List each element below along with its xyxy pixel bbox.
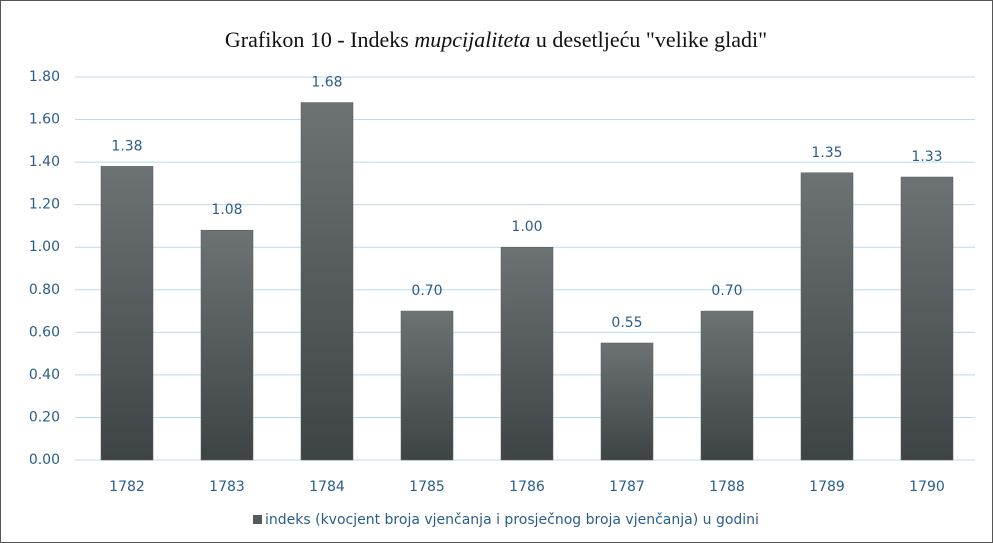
bar	[800, 172, 854, 461]
bar	[600, 342, 654, 461]
x-tick-label: 1787	[609, 479, 645, 495]
bar	[500, 246, 554, 461]
bar	[400, 310, 454, 461]
bar	[100, 166, 154, 461]
y-tick-label: 0.40	[29, 367, 60, 383]
legend-swatch	[253, 515, 262, 524]
data-label: 1.38	[111, 138, 142, 154]
data-label: 0.70	[411, 283, 442, 299]
y-tick-label: 1.00	[29, 239, 60, 255]
x-tick-label: 1789	[809, 479, 845, 495]
x-tick-label: 1788	[709, 479, 745, 495]
data-label: 1.35	[811, 145, 842, 161]
y-tick-label: 0.00	[29, 452, 60, 468]
x-tick-label: 1782	[109, 479, 145, 495]
chart-title: Grafikon 10 - Indeks mupcijaliteta u des…	[225, 27, 767, 52]
y-tick-label: 0.20	[29, 409, 60, 425]
y-tick-label: 1.60	[29, 112, 60, 128]
y-tick-label: 1.80	[29, 69, 60, 85]
data-label: 1.00	[511, 219, 542, 235]
bar	[200, 229, 254, 461]
bar	[900, 176, 954, 461]
bar	[700, 310, 754, 461]
title-part: mupcijaliteta	[414, 27, 530, 52]
x-tick-label: 1785	[409, 479, 445, 495]
data-label: 1.68	[311, 75, 342, 91]
x-tick-label: 1784	[309, 479, 345, 495]
data-label: 0.70	[711, 283, 742, 299]
x-tick-label: 1790	[909, 479, 945, 495]
y-tick-label: 1.40	[29, 154, 60, 170]
y-tick-label: 0.80	[29, 282, 60, 298]
data-label: 1.08	[211, 202, 242, 218]
title-part: Grafikon 10 - Indeks	[225, 27, 414, 52]
data-label: 0.55	[611, 315, 642, 331]
y-tick-label: 0.60	[29, 324, 60, 340]
x-tick-label: 1786	[509, 479, 545, 495]
title-part: u desetljeću "velike gladi"	[530, 27, 767, 52]
data-label: 1.33	[911, 149, 942, 165]
bar	[300, 102, 354, 461]
y-tick-label: 1.20	[29, 197, 60, 213]
legend-label: indeks (kvocjent broja vjenčanja i prosj…	[265, 512, 759, 528]
x-tick-label: 1783	[209, 479, 245, 495]
